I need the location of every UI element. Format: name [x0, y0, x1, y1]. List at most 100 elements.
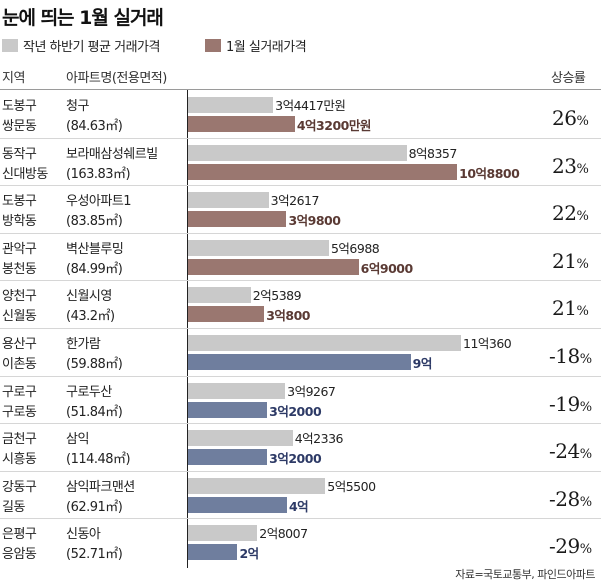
region-dong: 신대방동	[2, 166, 48, 182]
rate-number: -18	[549, 344, 580, 368]
region-dong: 구로동	[2, 404, 37, 420]
rate-number: 26	[552, 106, 577, 130]
rate-number: -19	[549, 391, 580, 416]
legend-prev: 작년 하반기 평균 거래가격	[2, 37, 160, 55]
apartment-name: 신월시영	[66, 289, 112, 305]
bar-label-jan: 3억2000	[269, 451, 322, 467]
apartment-area: (43.2㎡)	[66, 309, 115, 325]
row-separator	[0, 185, 601, 187]
row-separator	[0, 328, 601, 329]
bar-label-prev: 11억360	[463, 336, 512, 351]
percent-sign: %	[576, 304, 589, 320]
bar-label-jan: 3억800	[266, 308, 310, 324]
bar-jan	[188, 211, 287, 228]
column-header-apartment: 아파트명(전용면적)	[66, 71, 167, 86]
rate-number: -24	[549, 439, 580, 464]
apartment-area: (84.63㎡)	[66, 119, 123, 134]
bar-label-jan: 6억9000	[360, 260, 414, 276]
bar-label-prev: 4억2336	[294, 431, 344, 447]
apartment-area: (51.84㎡)	[66, 404, 123, 420]
region-district: 동작구	[2, 146, 37, 162]
region-district: 도봉구	[2, 194, 37, 210]
rate-value: -29%	[549, 534, 592, 558]
legend-jan-label: 1월 실거래가격	[226, 39, 307, 55]
bar-label-prev: 8억8357	[408, 145, 458, 161]
rate-value: 23%	[552, 153, 589, 178]
apartment-area: (163.83㎡)	[66, 166, 131, 182]
bar-label-prev: 3억4417만원	[275, 98, 346, 113]
apartment-name: 보라매삼성쉐르빌	[66, 146, 158, 162]
column-header-region: 지역	[2, 71, 25, 86]
bar-prev	[188, 97, 274, 113]
apartment-name: 우성아파트1	[66, 194, 132, 210]
legend-prev-swatch	[2, 38, 18, 52]
bar-label-jan: 3억2000	[269, 403, 322, 419]
bar-jan	[188, 258, 359, 275]
row-separator	[0, 470, 601, 472]
header-rule	[0, 89, 601, 90]
rate-number: -28	[549, 486, 580, 511]
bar-label-jan: 4억3200만원	[296, 118, 372, 133]
bar-label-jan: 9억	[412, 356, 433, 371]
percent-sign: %	[579, 352, 592, 367]
bar-label-prev: 5억6988	[330, 240, 380, 256]
apartment-name: 벽산블루밍	[66, 241, 124, 257]
legend-prev-label: 작년 하반기 평균 거래가격	[23, 39, 160, 55]
apartment-area: (83.85㎡)	[66, 214, 123, 230]
region-district: 강동구	[2, 479, 37, 495]
row-separator	[0, 280, 601, 282]
region-district: 관악구	[2, 241, 37, 257]
percent-sign: %	[576, 161, 589, 177]
row-separator	[0, 518, 601, 520]
row-separator	[0, 375, 601, 377]
bar-prev	[188, 525, 258, 542]
percent-sign: %	[579, 447, 592, 463]
bar-jan	[188, 306, 265, 323]
bar-jan	[188, 544, 238, 561]
percent-sign: %	[576, 209, 589, 225]
percent-sign: %	[576, 256, 589, 272]
percent-sign: %	[576, 114, 589, 129]
apartment-name: 한가람	[66, 337, 101, 352]
rate-number: -29	[549, 534, 580, 559]
bar-label-prev: 3억9267	[287, 383, 336, 399]
region-dong: 쌍문동	[2, 119, 37, 134]
rate-number: 22	[552, 201, 577, 226]
row-separator	[0, 423, 601, 425]
rate-value: 26%	[552, 106, 589, 130]
rate-value: -19%	[549, 392, 592, 416]
bar-jan	[188, 354, 411, 370]
bar-prev	[188, 335, 461, 351]
bar-label-prev: 2억5389	[252, 288, 302, 304]
percent-sign: %	[579, 494, 592, 510]
region-district: 양천구	[2, 289, 37, 305]
apartment-area: (59.88㎡)	[66, 357, 123, 372]
apartment-area: (114.48㎡)	[66, 452, 131, 468]
bar-prev	[188, 430, 293, 447]
region-district: 용산구	[2, 337, 37, 352]
region-dong: 길동	[2, 499, 25, 515]
apartment-name: 청구	[66, 99, 89, 114]
region-district: 은평구	[2, 527, 37, 543]
bar-label-jan: 4억	[288, 498, 309, 514]
rate-number: 23	[552, 153, 577, 178]
region-district: 구로구	[2, 384, 37, 400]
region-dong: 시흥동	[2, 452, 37, 468]
column-header-rate: 상승률	[551, 71, 586, 86]
region-dong: 이촌동	[2, 357, 37, 372]
rate-value: -18%	[549, 344, 592, 368]
bar-prev	[188, 144, 407, 161]
bar-label-jan: 3억9800	[288, 213, 341, 229]
rate-value: 22%	[552, 201, 589, 226]
bar-label-jan: 2억	[239, 546, 259, 562]
region-dong: 방학동	[2, 214, 37, 230]
bar-label-prev: 2억8007	[259, 526, 308, 542]
bar-label-prev: 3억2617	[270, 193, 320, 209]
region-district: 도봉구	[2, 99, 37, 114]
legend-jan: 1월 실거래가격	[205, 37, 307, 55]
rate-value: 21%	[552, 249, 589, 273]
bar-jan	[188, 401, 268, 418]
bar-jan	[188, 116, 295, 132]
bar-label-jan: 10억8800	[459, 165, 520, 181]
bar-prev	[188, 239, 329, 256]
